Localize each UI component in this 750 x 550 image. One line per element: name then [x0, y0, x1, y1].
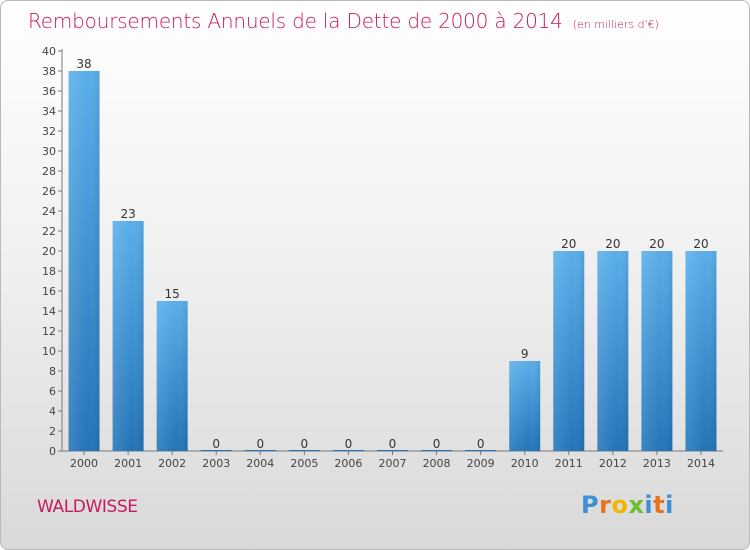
- bars: [68, 71, 717, 451]
- data-label-2008: 0: [433, 437, 441, 451]
- chart-title: Remboursements Annuels de la Dette de 20…: [28, 9, 659, 33]
- x-tick-label-2011: 2011: [555, 457, 583, 470]
- y-tick-label: 38: [42, 65, 56, 78]
- proxiti-logo: Proxiti: [581, 491, 674, 519]
- axes: 0246810121416182022242628303234363840200…: [42, 45, 723, 470]
- data-label-2005: 0: [301, 437, 309, 451]
- y-tick-label: 0: [49, 445, 56, 458]
- y-tick-label: 40: [42, 45, 56, 58]
- x-tick-label-2007: 2007: [379, 457, 407, 470]
- x-tick-label-2001: 2001: [114, 457, 142, 470]
- y-tick-label: 30: [42, 145, 56, 158]
- y-tick-label: 24: [42, 205, 56, 218]
- y-tick-label: 20: [42, 245, 56, 258]
- data-label-2010: 9: [521, 347, 529, 361]
- x-tick-label-2006: 2006: [334, 457, 362, 470]
- data-label-2000: 38: [76, 57, 91, 71]
- y-tick-label: 32: [42, 125, 56, 138]
- data-label-2007: 0: [389, 437, 397, 451]
- data-label-2004: 0: [256, 437, 264, 451]
- y-tick-label: 34: [42, 105, 56, 118]
- data-label-2012: 20: [605, 237, 620, 251]
- bar-shade-2012: [597, 251, 629, 451]
- bar-shade-2013: [641, 251, 673, 451]
- bar-shade-2002: [156, 301, 188, 451]
- bar-shade-2011: [553, 251, 585, 451]
- y-tick-label: 26: [42, 185, 56, 198]
- x-tick-label-2008: 2008: [423, 457, 451, 470]
- y-tick-label: 22: [42, 225, 56, 238]
- chart-title-text: Remboursements Annuels de la Dette de 20…: [28, 9, 563, 33]
- x-tick-label-2003: 2003: [202, 457, 230, 470]
- data-label-2009: 0: [477, 437, 485, 451]
- x-tick-label-2002: 2002: [158, 457, 186, 470]
- x-tick-label-2005: 2005: [290, 457, 318, 470]
- data-label-2011: 20: [561, 237, 576, 251]
- x-tick-label-2004: 2004: [246, 457, 274, 470]
- y-tick-label: 10: [42, 345, 56, 358]
- data-label-2014: 20: [693, 237, 708, 251]
- bar-shade-2000: [68, 71, 100, 451]
- x-tick-label-2010: 2010: [511, 457, 539, 470]
- y-tick-label: 28: [42, 165, 56, 178]
- data-labels: 38 23 15 0 0 0 0 0 0 0 9 20 20 20 20: [76, 57, 708, 451]
- data-label-2003: 0: [212, 437, 220, 451]
- data-label-2002: 15: [165, 287, 180, 301]
- data-label-2013: 20: [649, 237, 664, 251]
- data-label-2006: 0: [345, 437, 353, 451]
- y-tick-label: 6: [49, 385, 56, 398]
- commune-name: WALDWISSE: [37, 497, 138, 517]
- y-tick-label: 8: [49, 365, 56, 378]
- y-tick-label: 12: [42, 325, 56, 338]
- y-tick-label: 4: [49, 405, 56, 418]
- x-tick-label-2012: 2012: [599, 457, 627, 470]
- y-tick-label: 14: [42, 305, 56, 318]
- bar-shade-2010: [509, 361, 541, 451]
- x-tick-label-2009: 2009: [467, 457, 495, 470]
- unit-note: (en milliers d'€): [572, 18, 659, 31]
- x-tick-label-2013: 2013: [643, 457, 671, 470]
- bar-shade-2014: [685, 251, 717, 451]
- x-tick-label-2014: 2014: [687, 457, 715, 470]
- bar-shade-2001: [112, 221, 144, 451]
- y-tick-label: 2: [49, 425, 56, 438]
- y-tick-label: 16: [42, 285, 56, 298]
- x-tick-label-2000: 2000: [70, 457, 98, 470]
- y-tick-label: 36: [42, 85, 56, 98]
- y-tick-label: 18: [42, 265, 56, 278]
- data-label-2001: 23: [120, 207, 135, 221]
